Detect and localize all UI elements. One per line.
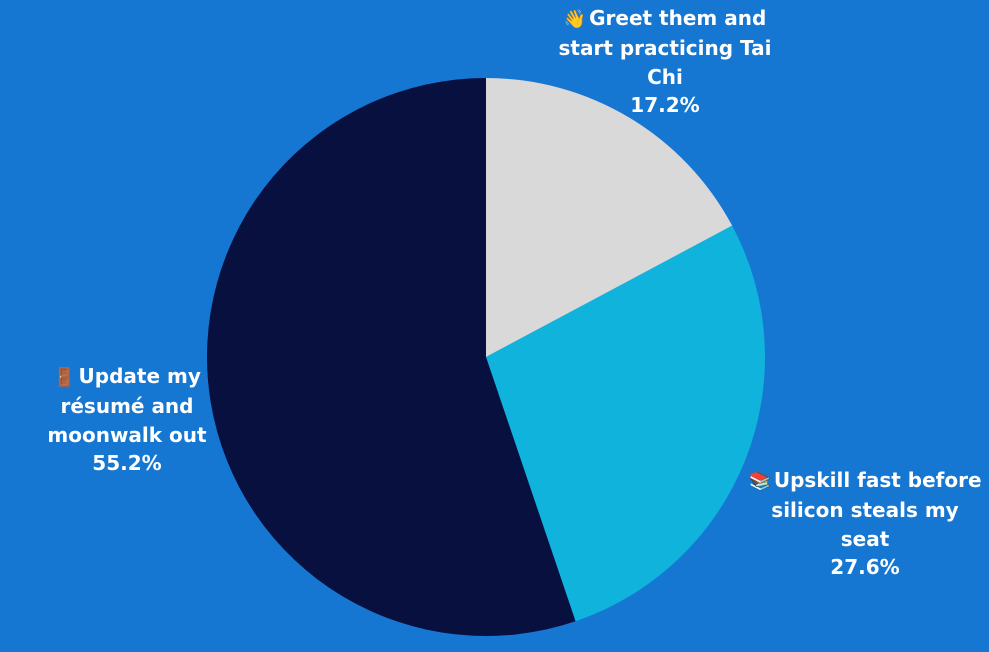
pie-slice-update [206, 78, 576, 636]
slice-label-update: 🚪 Update my résumé and moonwalk out 55.2% [38, 362, 216, 476]
slice-percent: 55.2% [92, 451, 162, 475]
slice-label-text: Update my résumé and moonwalk out [47, 364, 207, 447]
waving-hand-icon: 👋 [563, 9, 587, 30]
slice-percent: 17.2% [630, 93, 700, 117]
pie-slice-greet [486, 78, 733, 357]
door-icon: 🚪 [53, 367, 76, 388]
slice-percent: 27.6% [830, 555, 900, 579]
slice-label-text: Upskill fast before silicon steals my se… [771, 468, 982, 551]
books-icon: 📚 [748, 471, 771, 492]
pie-slice-upskill [486, 225, 765, 622]
slice-label-greet: 👋 Greet them and start practicing Tai Chi… [555, 4, 775, 118]
slice-label-upskill: 📚 Upskill fast before silicon steals my s… [744, 466, 986, 580]
slice-label-text: Greet them and start practicing Tai Chi [558, 6, 772, 89]
